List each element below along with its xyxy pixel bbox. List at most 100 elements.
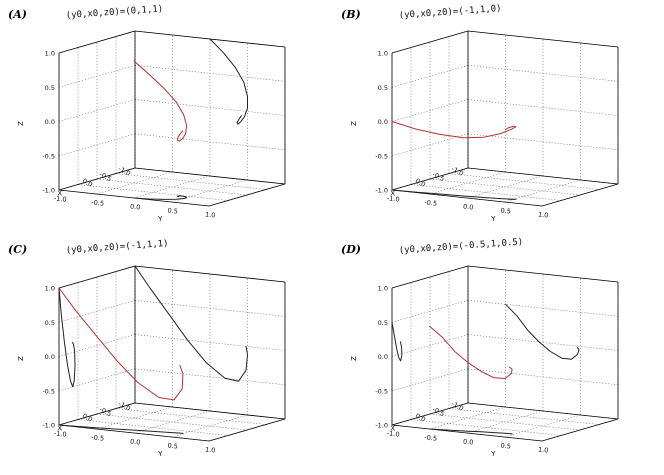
- z-axis-label: Z: [350, 121, 358, 126]
- axis-box-edge: [391, 30, 469, 54]
- yz-projection-line: [209, 38, 248, 125]
- floor-gridline: [410, 419, 562, 436]
- x-tick-label: -0.5: [431, 405, 446, 418]
- floor-gridline: [429, 178, 581, 196]
- axis-box-edge: [208, 418, 286, 442]
- floor-gridline: [410, 184, 562, 201]
- axis-box-edge: [208, 183, 286, 207]
- side-wall-gridline: [391, 334, 469, 357]
- floor-gridline: [448, 408, 600, 425]
- floor-gridline: [115, 408, 267, 425]
- axis-box-edge: [58, 30, 136, 54]
- axis-box-edge: [391, 424, 543, 442]
- yz-projection-line: [134, 265, 248, 382]
- back-wall-gridline-horizontal: [134, 65, 286, 82]
- xy-projection-line: [58, 424, 184, 435]
- floor-gridline: [96, 413, 248, 431]
- z-tick-label: 0.5: [45, 84, 55, 92]
- yz-projection-line: [505, 303, 580, 360]
- xy-projection-line: [391, 189, 517, 200]
- y-tick-label: 1.0: [538, 445, 549, 454]
- y-tick-label: -0.5: [424, 433, 437, 442]
- x-tick-label: -1.0: [117, 165, 132, 178]
- panel-title: (y0,x0,z0)=(-1,1,0): [399, 4, 502, 21]
- z-tick-label: 0.0: [378, 353, 388, 361]
- axis-box-edge: [58, 167, 136, 191]
- y-tick-label: -1.0: [386, 429, 399, 438]
- side-wall-gridline: [391, 368, 469, 392]
- side-wall-gridline: [58, 99, 136, 122]
- back-wall-gridline-horizontal: [134, 99, 286, 116]
- side-wall-gridline: [391, 300, 469, 323]
- z-tick-label: -0.5: [42, 152, 55, 160]
- x-tick-label: 0.0: [81, 412, 94, 424]
- y-tick-label: -0.5: [91, 433, 104, 442]
- axis-box-edge: [391, 265, 469, 289]
- axis-box-edge: [467, 402, 619, 420]
- axis-box-edge: [58, 424, 210, 442]
- back-wall-gridline-horizontal: [467, 65, 619, 82]
- y-tick-label: -1.0: [53, 194, 66, 203]
- y-tick-label: -1.0: [53, 429, 66, 438]
- axis-box-edge: [134, 265, 286, 283]
- y-tick-label: 0.5: [500, 206, 511, 215]
- axis-box-edge: [58, 402, 136, 426]
- y-axis-label: Y: [157, 450, 163, 458]
- x-tick-label: -0.5: [431, 170, 446, 183]
- floor-gridline: [77, 419, 229, 436]
- y-tick-label: 0.0: [463, 437, 474, 446]
- x-tick-label: -1.0: [117, 400, 132, 413]
- x-tick-label: 0.0: [414, 177, 427, 189]
- panel-letter: (B): [341, 8, 361, 21]
- floor-gridline: [96, 171, 173, 195]
- xy-projection-line: [133, 195, 188, 200]
- back-wall-gridline-horizontal: [134, 300, 286, 317]
- y-tick-label: -0.5: [91, 198, 104, 207]
- z-tick-label: -0.5: [375, 152, 388, 160]
- z-tick-label: 0.0: [45, 118, 55, 126]
- y-tick-label: 0.5: [167, 441, 178, 450]
- z-tick-label: 0.5: [45, 319, 55, 327]
- y-axis-label: Y: [490, 215, 496, 223]
- z-tick-label: 0.5: [378, 319, 388, 327]
- side-wall-gridline: [58, 300, 136, 323]
- y-tick-label: 0.5: [500, 441, 511, 450]
- side-wall-gridline: [58, 334, 136, 357]
- panel-c: -1.0 -0.5 0.0 0.5 1.0 -1.0 -0.5 0.0 0.5 1.0 -1.0 -0…: [8, 239, 286, 458]
- panel-b: -1.0 -0.5 0.0 0.5 1.0 -1.0 -0.5 0.0 0.5 1.0 -1.0 -0…: [341, 4, 619, 223]
- y-tick-label: 1.0: [205, 445, 216, 454]
- z-axis-label: Z: [17, 356, 25, 361]
- back-wall-gridline-horizontal: [134, 368, 286, 386]
- z-tick-label: 1.0: [378, 285, 388, 293]
- floor-gridline: [429, 413, 581, 431]
- back-wall-gridline-horizontal: [467, 99, 619, 116]
- floor-gridline: [429, 171, 506, 195]
- side-wall-gridline: [58, 65, 136, 88]
- z-tick-label: 0.5: [378, 84, 388, 92]
- axis-box-edge: [391, 167, 469, 191]
- x-axis-label: X: [57, 189, 62, 197]
- axis-box-edge: [134, 167, 286, 185]
- side-wall-gridline: [391, 99, 469, 122]
- axis-box-edge: [541, 183, 619, 207]
- panel-a: -1.0 -0.5 0.0 0.5 1.0 -1.0 -0.5 0.0 0.5 1.0 -1.0 -0…: [8, 4, 286, 223]
- panel-title: (y0,x0,z0)=(-0.5,1,0.5): [399, 237, 524, 256]
- x-tick-label: -0.5: [98, 170, 113, 183]
- back-wall-gridline-horizontal: [467, 300, 619, 317]
- axis-box-edge: [467, 265, 619, 283]
- axis-box-edge: [467, 167, 619, 185]
- back-wall-gridline-horizontal: [134, 334, 286, 351]
- xz-projection-line: [58, 287, 76, 388]
- axis-box-edge: [58, 265, 136, 289]
- floor-gridline: [504, 179, 581, 203]
- y-axis-label: Y: [157, 215, 163, 223]
- z-tick-label: -1.0: [42, 422, 55, 430]
- floor-gridline: [77, 184, 229, 201]
- x-tick-label: 0.0: [81, 177, 94, 189]
- axis-box-edge: [541, 418, 619, 442]
- axis-box-edge: [391, 402, 469, 426]
- panel-letter: (A): [8, 8, 27, 21]
- xz-projection-line: [391, 321, 403, 362]
- xy-projection-line: [429, 428, 513, 435]
- back-wall-gridline-horizontal: [467, 368, 619, 386]
